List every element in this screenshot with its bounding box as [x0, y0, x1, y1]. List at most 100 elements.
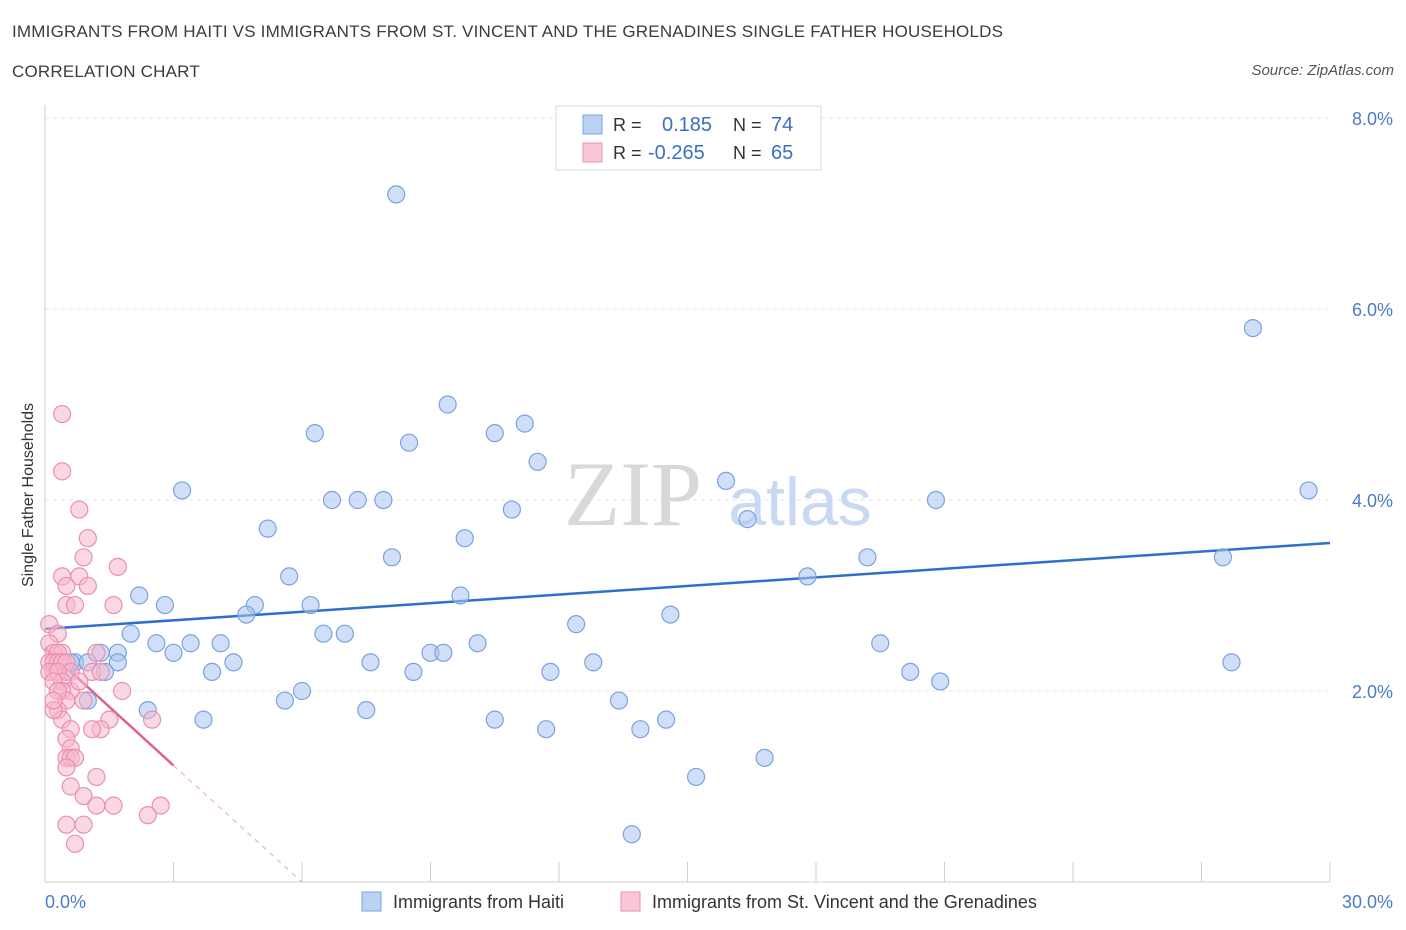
haiti-point-44 — [361, 653, 380, 672]
haiti-point-7 — [528, 452, 547, 471]
haiti-point-67 — [631, 720, 650, 739]
haiti-point-20 — [858, 548, 877, 567]
haiti-point-31 — [567, 615, 586, 634]
stvincent-point-11 — [65, 595, 85, 615]
haiti-point-16 — [738, 509, 757, 529]
legend-r-value-haiti: 0.185 — [662, 114, 712, 136]
bottom-legend-label-haiti: Immigrants from Haiti — [393, 892, 564, 912]
legend-n-value-stvincent: 65 — [771, 142, 793, 164]
y-tick-label-1: 4.0% — [1352, 491, 1393, 511]
haiti-point-68 — [656, 710, 676, 729]
stvincent-point-44 — [142, 710, 162, 729]
haiti-point-10 — [348, 490, 367, 510]
stvincent-point-3 — [78, 529, 97, 548]
haiti-point-2 — [438, 395, 457, 414]
legend-n-label-haiti: N = — [733, 115, 762, 135]
stvincent-point-9 — [78, 576, 97, 596]
haiti-point-69 — [686, 767, 706, 787]
haiti-point-12 — [716, 471, 736, 490]
haiti-point-13 — [926, 490, 946, 510]
y-axis-label: Single Father Households — [20, 403, 37, 587]
haiti-point-55 — [901, 662, 920, 682]
stvincent-point-54 — [74, 786, 93, 806]
stvincent-point-64 — [70, 672, 89, 691]
stvincent-point-60 — [74, 815, 93, 834]
haiti-point-35 — [181, 634, 200, 653]
haiti-point-3 — [485, 424, 504, 443]
haiti-point-66 — [537, 720, 556, 739]
haiti-point-23 — [280, 567, 299, 586]
stvincent-point-58 — [138, 806, 157, 825]
legend-swatch-stvincent — [582, 142, 603, 163]
stvincent-point-19 — [87, 643, 106, 662]
haiti-point-5 — [515, 414, 534, 433]
stvincent-point-8 — [57, 576, 76, 596]
bottom-legend-swatch-haiti — [361, 891, 382, 912]
haiti-point-18 — [455, 529, 474, 548]
stvincent-point-37 — [74, 691, 93, 710]
axes — [44, 105, 1331, 883]
legend-r-label-stvincent: R = — [613, 143, 642, 163]
haiti-point-28 — [451, 586, 470, 605]
stvincent-point-12 — [104, 595, 123, 615]
stvincent-point-56 — [104, 796, 123, 815]
haiti-point-70 — [755, 748, 774, 767]
trend-lines — [44, 541, 1331, 883]
haiti-point-19 — [382, 548, 402, 567]
watermark: ZIP atlas — [564, 443, 872, 545]
haiti-point-57 — [1222, 653, 1241, 672]
haiti-point-4 — [305, 424, 324, 443]
legend-swatch-haiti — [582, 114, 603, 135]
data-points — [40, 185, 1318, 853]
stvincent-point-53 — [61, 777, 80, 796]
grid-lines — [45, 117, 1330, 692]
haiti-point-6 — [399, 433, 419, 452]
haiti-point-24 — [130, 586, 149, 605]
chart-subtitle: CORRELATION CHART — [12, 62, 200, 81]
haiti-point-32 — [314, 624, 333, 643]
stvincent-point-55 — [87, 796, 106, 815]
haiti-point-34 — [121, 624, 140, 643]
haiti-point-25 — [155, 595, 175, 615]
stvincent-point-51 — [57, 758, 76, 777]
haiti-trend-line — [44, 541, 1331, 631]
y-tick-label-2: 6.0% — [1352, 300, 1393, 320]
stvincent-point-4 — [74, 548, 93, 567]
haiti-point-21 — [1213, 548, 1233, 567]
haiti-point-27 — [301, 595, 320, 615]
stvincent-point-46 — [83, 720, 102, 739]
bottom-legend-swatch-stvincent — [620, 891, 641, 912]
haiti-point-30 — [661, 605, 680, 624]
stvincent-point-61 — [65, 834, 85, 853]
chart-title: IMMIGRANTS FROM HAITI VS IMMIGRANTS FROM… — [12, 22, 1004, 41]
haiti-point-0 — [387, 185, 406, 204]
haiti-point-56 — [931, 672, 950, 691]
haiti-point-58 — [275, 691, 294, 710]
haiti-point-53 — [404, 662, 423, 682]
haiti-point-54 — [541, 662, 560, 682]
stvincent-point-31 — [91, 662, 110, 682]
haiti-point-14 — [1299, 481, 1318, 500]
haiti-point-59 — [292, 681, 312, 701]
haiti-point-45 — [224, 653, 243, 672]
bottom-legend-label-stvincent: Immigrants from St. Vincent and the Gren… — [652, 892, 1037, 912]
haiti-point-15 — [502, 500, 521, 519]
haiti-point-8 — [172, 481, 192, 500]
stvincent-point-59 — [57, 815, 76, 834]
haiti-point-38 — [211, 634, 230, 653]
legend-r-label-haiti: R = — [613, 115, 642, 135]
source-label: Source: ZipAtlas.com — [1251, 62, 1394, 79]
haiti-point-33 — [335, 624, 354, 643]
haiti-point-1 — [1243, 319, 1263, 338]
watermark-atlas: atlas — [728, 464, 872, 540]
haiti-point-71 — [622, 825, 641, 844]
haiti-point-39 — [164, 643, 183, 662]
stvincent-trend-extension — [173, 765, 303, 883]
haiti-point-9 — [322, 490, 342, 510]
haiti-point-48 — [584, 653, 603, 672]
haiti-point-22 — [798, 567, 817, 586]
haiti-point-47 — [871, 634, 890, 653]
haiti-point-60 — [609, 691, 629, 710]
haiti-point-46 — [108, 653, 127, 672]
